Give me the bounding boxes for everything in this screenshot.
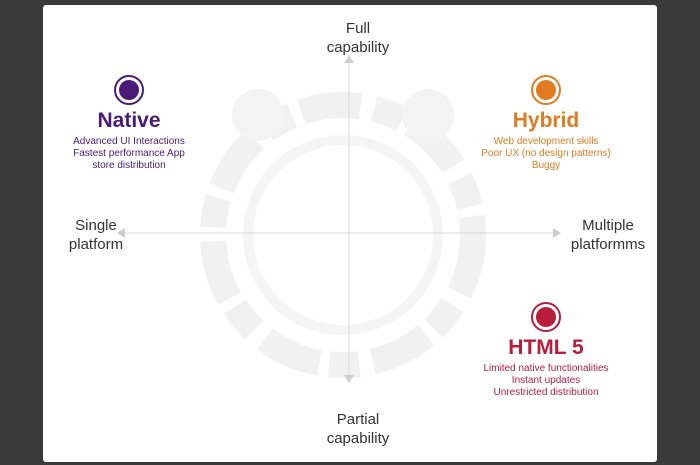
axes [117, 55, 561, 383]
html5-marker-icon [531, 302, 561, 332]
axis-arrow-left-icon [117, 228, 125, 238]
axis-arrow-right-icon [553, 228, 561, 238]
quadrant-description: Web development skills Poor UX (no desig… [481, 136, 611, 171]
axis-label-bottom: Partial capability [326, 411, 390, 447]
quadrant-title: HTML 5 [508, 336, 584, 359]
quadrant-description: Limited native functionalities Instant u… [483, 363, 609, 398]
quadrant-hybrid: Hybrid Web development skills Poor UX (n… [456, 75, 636, 172]
hybrid-marker-icon [531, 75, 561, 105]
quadrant-title: Hybrid [512, 109, 580, 132]
quadrant-description: Advanced UI Interactions Fastest perform… [73, 136, 185, 171]
native-marker-icon [114, 75, 144, 105]
axis-arrow-down-icon [344, 375, 354, 383]
axis-label-top: Full capability [326, 20, 390, 56]
axis-label-left: Single platform [68, 217, 124, 253]
quadrant-native: Native Advanced UI Interactions Fastest … [49, 75, 209, 172]
watermark-illustration [200, 89, 486, 378]
quadrant-title: Native [97, 109, 161, 132]
axis-label-right: Multiple platformms [570, 217, 646, 253]
diagram-card: Full capability Partial capability Singl… [43, 5, 657, 462]
quadrant-html5: HTML 5 Limited native functionalities In… [456, 302, 636, 399]
axis-arrow-up-icon [344, 55, 354, 63]
